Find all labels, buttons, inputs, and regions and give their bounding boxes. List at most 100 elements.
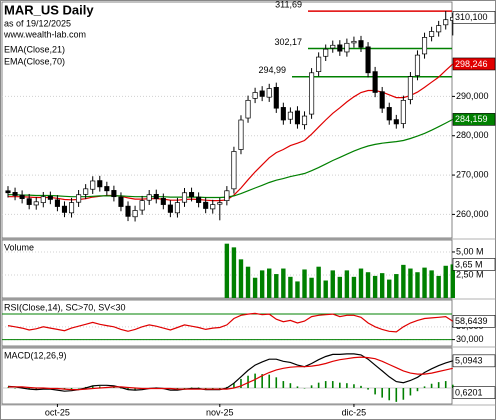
volume-bar: [267, 268, 272, 298]
histogram-bar: [127, 388, 129, 390]
candle-body: [160, 197, 166, 205]
histogram-bar: [353, 384, 355, 388]
volume-bar: [379, 273, 385, 298]
volume-bar: [259, 270, 265, 298]
candle-body: [181, 192, 188, 203]
x-tick-label: dic-25: [342, 407, 367, 417]
as-of: as of 19/12/2025: [4, 18, 71, 28]
volume-bar: [394, 274, 399, 298]
histogram-bar: [346, 383, 348, 388]
volume-bar: [408, 268, 413, 298]
volume-bar: [401, 264, 406, 298]
histogram-bar: [444, 381, 447, 388]
candle-body: [118, 196, 124, 207]
candle-body: [344, 42, 350, 53]
candle-body: [139, 200, 145, 211]
histogram-bar: [395, 388, 398, 402]
histogram-bar: [261, 374, 263, 388]
histogram-bar: [70, 388, 73, 390]
macd-line: [8, 356, 453, 391]
volume-bar: [337, 276, 343, 298]
candle-body: [429, 31, 435, 37]
histogram-bar: [437, 382, 440, 388]
histogram-bar: [113, 387, 115, 388]
level-label: 302,17: [274, 37, 302, 47]
last-value-box: [452, 113, 496, 126]
volume-bar: [245, 266, 251, 298]
y-tick-label: 30,000: [456, 334, 484, 344]
volume-bar: [429, 270, 434, 298]
histogram-bar: [183, 388, 186, 389]
volume-bar: [309, 277, 314, 298]
y-tick-label: 260,000: [456, 209, 489, 219]
panel-title: MACD(12,26,9): [4, 350, 67, 360]
candle-body: [379, 91, 385, 109]
volume-bar: [351, 276, 357, 298]
histogram-bar: [219, 388, 221, 389]
histogram-bar: [388, 388, 391, 401]
histogram-bar: [211, 388, 214, 389]
histogram-bar: [381, 388, 383, 398]
volume-bar: [422, 267, 427, 298]
candle-body: [210, 204, 216, 210]
volume-bar: [288, 276, 293, 298]
volume-bar: [238, 259, 244, 298]
candle-body: [68, 202, 75, 214]
volume-bar: [365, 272, 371, 298]
histogram-bar: [374, 388, 376, 395]
legend-label: EMA(Close,70): [4, 56, 65, 66]
last-value-label: 284,159: [455, 114, 488, 124]
level-label: 311,69: [275, 0, 302, 9]
candle-body: [196, 196, 202, 203]
histogram-bar: [204, 388, 207, 389]
last-value-box: [452, 258, 496, 271]
histogram-bar: [296, 386, 299, 388]
candle-body: [436, 25, 442, 33]
histogram-bar: [254, 373, 256, 388]
candle-body: [174, 202, 180, 214]
volume-bar: [436, 275, 441, 298]
histogram-bar: [331, 381, 334, 388]
volume-bar: [358, 268, 364, 298]
candle-body: [40, 196, 46, 203]
candle-body: [97, 180, 103, 188]
volume-bar: [344, 270, 350, 298]
volume-bar: [443, 265, 448, 298]
candle-body: [252, 92, 258, 99]
volume-bar: [302, 269, 307, 298]
volume-bar: [224, 243, 230, 298]
histogram-bar: [423, 386, 426, 388]
level-label: 294,99: [258, 65, 286, 75]
volume-bar: [323, 280, 328, 298]
candle-body: [386, 107, 392, 121]
volume-bar: [316, 266, 321, 298]
candle-body: [280, 107, 286, 121]
candle-body: [316, 56, 322, 72]
candle-body: [358, 40, 364, 48]
y-tick-label: 5,00 M: [456, 246, 484, 256]
histogram-bar: [317, 382, 320, 388]
candle-body: [443, 19, 449, 26]
histogram-bar: [409, 388, 412, 396]
histogram-bar: [240, 378, 242, 388]
candle-body: [189, 192, 195, 198]
histogram-bar: [289, 383, 292, 388]
volume-bar: [387, 279, 392, 298]
candle-body: [224, 190, 230, 201]
candle-body: [259, 90, 265, 97]
volume-bar: [330, 270, 335, 298]
candle-body: [26, 198, 32, 205]
y-tick-label: 270,000: [456, 169, 489, 179]
last-value-label: 5,0943: [455, 356, 483, 366]
candle-body: [83, 188, 89, 195]
last-value-box: [452, 386, 496, 399]
candle-body: [330, 44, 336, 49]
candle-body: [365, 46, 371, 74]
candle-body: [231, 151, 237, 190]
candle-body: [294, 110, 301, 125]
candle-body: [414, 54, 421, 76]
last-value-box: [452, 354, 496, 368]
histogram-bar: [367, 388, 369, 390]
